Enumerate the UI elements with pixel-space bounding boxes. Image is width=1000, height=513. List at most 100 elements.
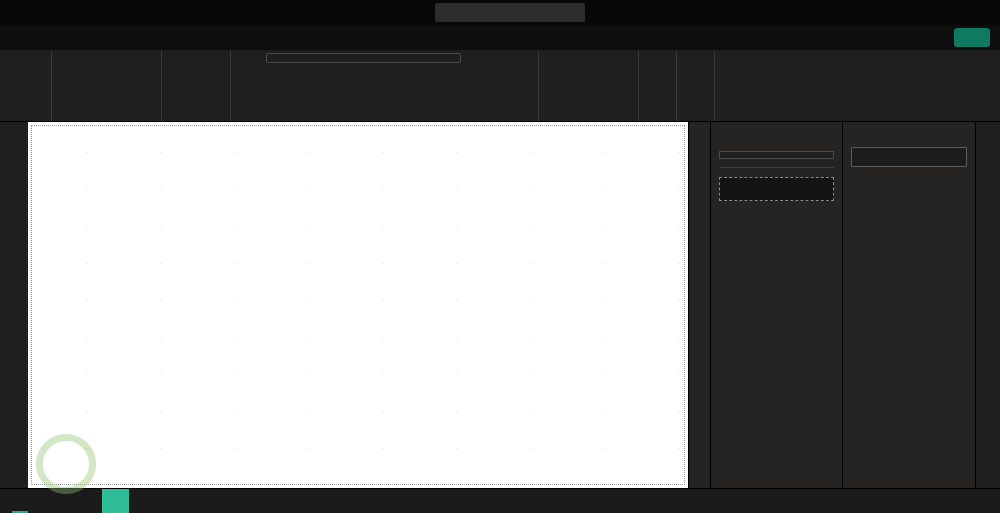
add-page-button[interactable] <box>102 489 129 513</box>
undo-icon[interactable] <box>36 5 52 21</box>
calculator-icon <box>578 55 599 76</box>
chevron-down-icon <box>67 78 75 86</box>
onelake-catalog-button[interactable] <box>87 75 121 92</box>
group-label-share <box>681 108 710 121</box>
sensitivity-button[interactable] <box>643 53 672 90</box>
enter-data-button[interactable] <box>123 55 157 72</box>
titlebar <box>0 0 1000 25</box>
paste-button[interactable] <box>4 53 33 80</box>
minimize-button[interactable] <box>904 0 936 25</box>
data-search-input[interactable] <box>851 147 967 167</box>
publish-button[interactable] <box>681 53 710 80</box>
more-options-icon[interactable] <box>804 129 816 141</box>
search-icon <box>442 7 453 18</box>
card-visual[interactable] <box>386 126 504 212</box>
new-measure-button[interactable] <box>574 53 603 80</box>
group-label-queries <box>166 108 226 121</box>
report-page[interactable] <box>31 125 685 494</box>
maximize-icon <box>947 7 958 18</box>
quick-measure-button[interactable] <box>605 53 634 80</box>
save-icon[interactable] <box>10 5 26 21</box>
previous-page-icon[interactable] <box>70 495 82 507</box>
ribbon-group-share <box>677 50 715 121</box>
copilot-icon <box>723 55 744 76</box>
page-navigation-bar <box>0 488 1000 513</box>
format-painter-icon[interactable] <box>35 86 47 98</box>
more-visuals-button[interactable] <box>505 53 534 90</box>
maximize-button[interactable] <box>936 0 968 25</box>
close-button[interactable] <box>968 0 1000 25</box>
new-visual-button[interactable] <box>235 53 264 80</box>
text-box-button[interactable] <box>474 53 503 80</box>
add-data-button[interactable] <box>719 177 834 201</box>
enter-data-icon <box>126 58 138 70</box>
build-pane <box>710 122 842 488</box>
gallery-dropdown-icon[interactable] <box>464 54 472 62</box>
chevron-down-icon <box>146 100 154 108</box>
view-rail <box>0 122 28 488</box>
ribbon-group-queries <box>162 50 231 121</box>
close-icon <box>979 7 990 18</box>
group-label-sensitivity <box>643 108 672 121</box>
desktop-layout-icon[interactable] <box>11 493 29 513</box>
quick-measure-icon <box>609 55 630 76</box>
chevron-down-icon <box>654 80 662 88</box>
collapse-ribbon-icon[interactable] <box>984 107 994 117</box>
ribbon-group-sensitivity <box>639 50 677 121</box>
share-button[interactable] <box>954 28 990 47</box>
copy-icon[interactable] <box>35 71 47 83</box>
collapse-pane-icon[interactable] <box>955 129 967 141</box>
new-visual-calculation-button[interactable] <box>543 53 572 90</box>
pane-rail <box>975 122 1000 488</box>
report-canvas[interactable] <box>28 122 688 494</box>
mobile-layout-icon[interactable] <box>40 493 58 509</box>
dataverse-icon <box>126 78 138 90</box>
account-icon[interactable] <box>875 5 890 20</box>
chevron-down-icon <box>110 80 118 88</box>
group-label-data <box>56 112 157 121</box>
ribbon-group-copilot <box>715 50 752 121</box>
ribbon-group-data <box>52 50 162 121</box>
ribbon-group-clipboard <box>0 50 52 121</box>
main-area <box>0 122 1000 494</box>
cut-icon[interactable] <box>35 56 47 68</box>
donut-ring[interactable] <box>538 137 594 193</box>
visual-types-grid <box>719 151 834 159</box>
group-label-clipboard <box>4 108 47 121</box>
chevron-down-icon <box>516 78 524 86</box>
ribbon-group-insert <box>231 50 539 121</box>
prep-data-copilot-button[interactable] <box>719 53 748 80</box>
visuals-gallery[interactable] <box>266 53 461 63</box>
collapse-pane-icon[interactable] <box>822 129 834 141</box>
group-label-copilot <box>719 108 748 121</box>
next-page-icon[interactable] <box>84 495 96 507</box>
document-title <box>90 8 115 18</box>
refresh-button[interactable] <box>197 53 226 90</box>
sensitivity-icon <box>647 55 668 76</box>
donut-chart-visual[interactable] <box>504 126 684 212</box>
filters-pane-collapsed[interactable] <box>688 122 710 488</box>
refresh-icon <box>201 55 222 76</box>
get-data-button[interactable] <box>56 53 85 90</box>
sql-server-icon <box>90 98 102 110</box>
minimize-icon <box>915 7 926 18</box>
search-icon <box>858 152 869 163</box>
onelake-icon <box>90 78 102 90</box>
expand-filters-icon <box>695 130 705 140</box>
recent-sources-icon <box>126 98 138 110</box>
group-label-calculations <box>543 108 634 121</box>
chevron-down-icon[interactable] <box>105 8 115 18</box>
more-visuals-icon <box>509 55 530 76</box>
more-options-icon[interactable] <box>937 129 949 141</box>
titlebar-search-input[interactable] <box>435 3 585 22</box>
recent-sources-button[interactable] <box>123 95 157 112</box>
excel-workbook-button[interactable] <box>87 55 121 72</box>
new-visual-icon <box>239 55 260 76</box>
chevron-down-icon <box>208 80 216 88</box>
ribbon-group-calculations <box>539 50 639 121</box>
sql-server-button[interactable] <box>87 95 121 112</box>
redo-icon[interactable] <box>62 5 78 21</box>
transform-data-button[interactable] <box>166 53 195 90</box>
dataverse-button[interactable] <box>123 75 157 92</box>
excel-icon <box>90 58 102 70</box>
